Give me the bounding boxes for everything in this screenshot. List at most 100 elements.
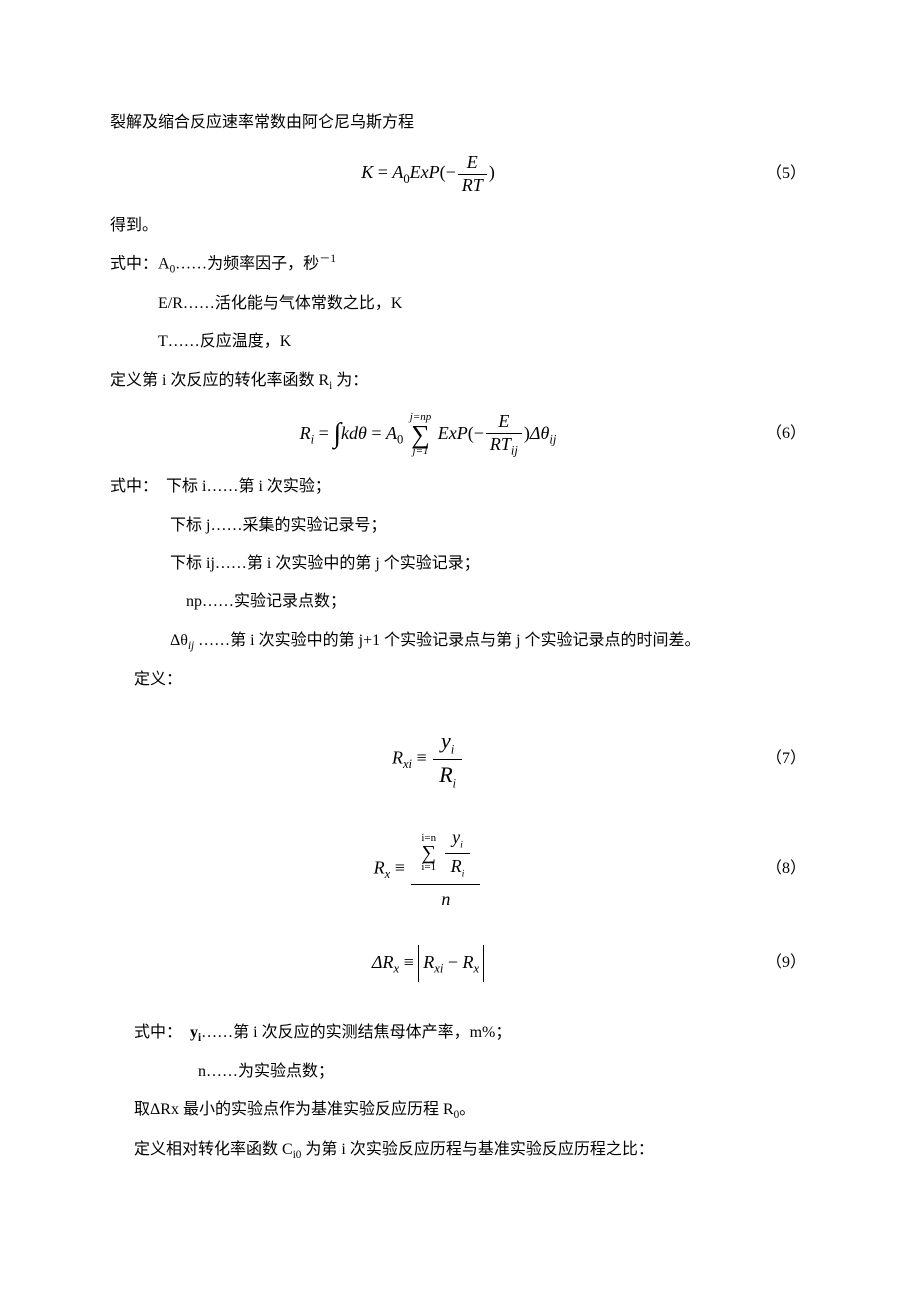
frac-num-E: E — [458, 152, 487, 175]
paragraph-16: 定义相对转化率函数 Ci0 为第 i 次实验反应历程与基准实验反应历程之比： — [110, 1135, 810, 1166]
paragraph-9: 下标 ij……第 i 次实验中的第 j 个实验记录； — [110, 549, 810, 579]
frac-den-RT: RT — [458, 175, 487, 197]
paragraph-11: Δθij ……第 i 次实验中的第 j+1 个实验记录点与第 j 个实验记录点的… — [110, 626, 810, 657]
eq6-R: R — [300, 423, 311, 443]
eq8-Ri: R — [451, 856, 462, 876]
equation-8-number: （8） — [746, 854, 810, 884]
paragraph-2: 得到。 — [110, 211, 810, 241]
p3-A: A — [158, 255, 170, 272]
paragraph-1: 裂解及缩合反应速率常数由阿仑尼乌斯方程 — [110, 108, 810, 138]
equation-9-number: （9） — [746, 948, 810, 978]
eq7-R: R — [392, 747, 403, 767]
eq7-den: Ri — [433, 760, 462, 793]
p15-end: 。 — [459, 1101, 475, 1118]
eq6-d: d — [349, 423, 358, 443]
equation-5-number: （5） — [746, 159, 810, 189]
p13-y: y — [190, 1024, 198, 1041]
p6-b: 为： — [332, 372, 368, 389]
p3-sup: －1 — [319, 253, 336, 265]
eq6-A: A — [386, 423, 397, 443]
eq9-minus: − — [443, 952, 462, 972]
eq8-equiv: ≡ — [390, 857, 409, 877]
p16-a: 定义相对转化率函数 C — [134, 1141, 293, 1158]
frac-E-RT: ERT — [458, 152, 487, 196]
eq8-num: i=n ∑ i=1 yiRi — [411, 823, 480, 886]
eq8-R: R — [374, 857, 385, 877]
eq9-equiv: ≡ — [399, 952, 418, 972]
sym-A: A — [392, 163, 403, 183]
p13-prefix: 式中： — [134, 1024, 182, 1041]
eq6-k: k — [341, 423, 349, 443]
eq6-A0: 0 — [397, 432, 403, 446]
sym-minus1: − — [446, 163, 456, 183]
sym-ExP: ExP — [410, 163, 440, 183]
equation-7: Rxi ≡ yiRi — [110, 726, 746, 793]
eq6-minus: − — [474, 423, 484, 443]
equation-7-row: Rxi ≡ yiRi （7） — [110, 726, 810, 793]
eq6-thetaij: ij — [549, 432, 556, 446]
eq8-in-den: Ri — [445, 854, 471, 882]
eq6-sum-bot: j=1 — [410, 446, 431, 457]
p3-rest: ……为频率因子，秒 — [175, 255, 319, 272]
eq8-sum: i=n ∑ i=1 — [421, 833, 436, 873]
eq7-Rxi: xi — [403, 757, 412, 771]
paragraph-5: T……反应温度，K — [110, 327, 810, 357]
eq6-Delta: Δ — [530, 423, 541, 443]
paragraph-8: 下标 j……采集的实验记录号； — [110, 511, 810, 541]
eq7-frac: yiRi — [433, 726, 462, 793]
equation-6-row: Ri = ∫kdθ = A0 j=np ∑ j=1 ExP(−ERTij)Δθi… — [110, 411, 810, 458]
p11-sym: Δθ — [170, 632, 188, 649]
eq8-y: y — [452, 827, 460, 847]
eq8-in-num: yi — [445, 825, 471, 854]
equation-6: Ri = ∫kdθ = A0 j=np ∑ j=1 ExP(−ERTij)Δθi… — [110, 411, 746, 458]
equation-8-row: Rx ≡ i=n ∑ i=1 yiRi n （8） — [110, 823, 810, 916]
eq8-sigma: ∑ — [421, 844, 436, 862]
eq6-eq2: = — [367, 423, 386, 443]
equation-9-row: ΔR x ≡ Rxi − Rx （9） — [110, 945, 810, 982]
eq6-frac: ERTij — [486, 411, 522, 458]
eq6-Tij: ij — [511, 443, 518, 457]
paragraph-3: 式中：A0……为频率因子，秒－1 — [110, 249, 810, 281]
sym-eq: = — [373, 163, 392, 183]
p13-rest: ……第 i 次反应的实测结焦母体产率，m%； — [201, 1024, 511, 1041]
eq6-sigma: ∑ — [410, 423, 431, 446]
p7-prefix: 式中： — [110, 478, 158, 495]
eq7-y: y — [441, 728, 451, 753]
eq6-RT: RT — [490, 434, 511, 454]
eq6-frac-den: RTij — [486, 434, 522, 459]
eq7-Ri: R — [439, 762, 452, 787]
p6-a: 定义第 i 次反应的转化率函数 R — [110, 372, 329, 389]
eq6-sum: j=np ∑ j=1 — [410, 412, 431, 457]
equation-5: K = A0ExP(−ERT) — [110, 152, 746, 196]
eq6-ExP: ExP — [438, 423, 468, 443]
eq9-Rxi-sub: xi — [434, 962, 443, 976]
eq6-frac-num: E — [486, 411, 522, 434]
eq7-num: yi — [433, 726, 462, 760]
eq8-den: n — [411, 885, 480, 915]
p16-b: 为第 i 次实验反应历程与基准实验反应历程之比： — [301, 1141, 653, 1158]
eq9-abs: Rxi − Rx — [418, 945, 484, 982]
equation-6-number: （6） — [746, 419, 810, 449]
eq8-frac: i=n ∑ i=1 yiRi n — [411, 823, 480, 916]
paragraph-13: 式中： yi……第 i 次反应的实测结焦母体产率，m%； — [110, 1018, 810, 1049]
eq9-Rx-sub: x — [473, 962, 479, 976]
eq9-Rx: R — [462, 952, 473, 972]
eq6-theta: θ — [358, 423, 367, 443]
eq8-inner-frac: yiRi — [445, 825, 471, 883]
eq6-eq1: = — [314, 423, 333, 443]
equation-8: Rx ≡ i=n ∑ i=1 yiRi n — [110, 823, 746, 916]
eq8-sum-bot: i=1 — [421, 862, 436, 873]
eq7-Ri-sub: i — [453, 776, 456, 790]
equation-5-row: K = A0ExP(−ERT) （5） — [110, 152, 810, 196]
eq9-Rxi: R — [423, 952, 434, 972]
p7-txt: 下标 i……第 i 次实验； — [166, 478, 331, 495]
sym-K: K — [361, 163, 373, 183]
eq6-int: ∫ — [333, 423, 341, 445]
paragraph-10: np……实验记录点数； — [110, 587, 810, 617]
paragraph-7: 式中： 下标 i……第 i 次实验； — [110, 472, 810, 502]
eq7-yi: i — [451, 742, 454, 756]
p15-txt: 取ΔRx 最小的实验点作为基准实验反应历程 R — [134, 1101, 454, 1118]
eq8-Ri-sub: i — [462, 869, 465, 880]
eq9-DRx: ΔR — [372, 952, 394, 972]
p3-prefix: 式中： — [110, 255, 158, 272]
